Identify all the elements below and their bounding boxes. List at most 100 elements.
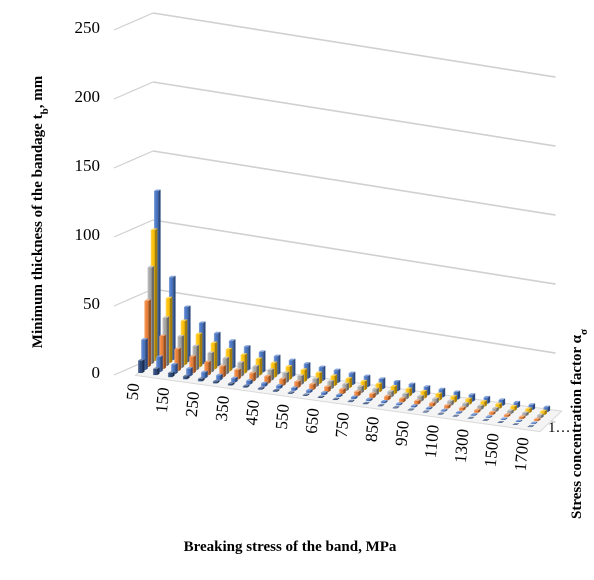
bar-highlight: [519, 417, 523, 419]
bar-side: [413, 383, 415, 394]
bar-highlight: [306, 390, 310, 392]
bar-side: [302, 374, 304, 384]
bar-side: [149, 299, 151, 367]
bar-highlight: [471, 415, 475, 416]
bar: [201, 371, 208, 379]
bar-side: [176, 363, 178, 374]
bar-side: [350, 377, 352, 388]
bar-highlight: [393, 408, 397, 409]
bar-side: [410, 388, 412, 397]
bar-highlight: [348, 401, 352, 402]
bar-highlight: [216, 375, 220, 380]
bar-side: [305, 368, 307, 381]
bar-side: [395, 385, 397, 394]
bar-side: [203, 321, 205, 364]
bar-side: [142, 359, 144, 373]
bar-side: [245, 353, 247, 373]
bar-highlight: [384, 396, 388, 400]
bar-highlight: [366, 399, 370, 401]
bar-highlight: [399, 399, 403, 403]
gridline: [153, 82, 555, 146]
bar: [138, 359, 145, 373]
y-axis-label: Minimum thickness of the bandage tb, mm: [30, 75, 51, 348]
bar-side: [272, 368, 274, 380]
gridline-connector: [114, 82, 153, 99]
x-tick-label: 150: [152, 387, 173, 414]
x-tick-label: 550: [272, 403, 293, 430]
bar-side: [290, 365, 292, 380]
x-tick-label: 1100: [421, 424, 443, 459]
gridline-connector: [114, 220, 153, 237]
bar-highlight: [246, 381, 250, 385]
bars: [138, 190, 550, 428]
bar-side: [335, 374, 337, 386]
x-tick-label: 950: [392, 420, 413, 447]
bar-side: [209, 361, 211, 376]
bar-side: [164, 334, 166, 369]
bar-side: [146, 338, 148, 370]
bar-side: [224, 365, 226, 378]
bar-side: [338, 369, 340, 383]
y-tick-label: 100: [75, 225, 101, 244]
bar-side: [380, 383, 382, 393]
bar: [354, 390, 361, 396]
bar-side: [185, 320, 187, 366]
x-tick-label: 250: [182, 391, 203, 418]
x-tick-label: 1500: [481, 432, 503, 468]
bar: [324, 385, 331, 392]
bar-highlight: [381, 401, 385, 403]
bar-side: [173, 276, 175, 360]
bar-highlight: [291, 388, 295, 391]
bar-side: [233, 339, 235, 368]
bar-highlight: [231, 378, 235, 382]
bar-highlight: [441, 410, 445, 411]
bar-highlight: [336, 395, 340, 397]
bar-side: [161, 355, 163, 372]
x-tick-label: 750: [332, 412, 353, 439]
bar-side: [227, 357, 229, 375]
x-tick-label: 350: [212, 395, 233, 422]
x-tick-label: 1300: [451, 428, 473, 464]
bar-highlight: [456, 412, 460, 413]
bar-highlight: [504, 415, 508, 417]
bar: [369, 393, 376, 399]
bar: [339, 388, 346, 394]
bar-side: [218, 332, 220, 367]
bar-highlight: [489, 412, 493, 414]
bar-highlight: [354, 392, 358, 396]
bar-side: [155, 228, 157, 361]
bar-highlight: [351, 397, 355, 399]
bar-side: [179, 348, 181, 372]
bar-side: [200, 333, 202, 368]
bar-highlight: [243, 386, 247, 388]
bar-highlight: [429, 403, 433, 406]
bar-highlight: [303, 395, 307, 396]
bar-highlight: [183, 376, 187, 379]
x-tick-label: 1700: [511, 436, 533, 472]
y-tick-label: 0: [92, 363, 101, 382]
bar-side: [317, 377, 319, 387]
bar: [309, 383, 316, 390]
x-tick-label: 50: [123, 382, 143, 401]
bar-highlight: [168, 373, 172, 377]
x-axis-label: Breaking stress of the band, MPa: [184, 539, 397, 555]
bar-highlight: [486, 417, 490, 418]
bar: [231, 377, 238, 383]
y-tick-label: 150: [75, 156, 101, 175]
bar-side: [458, 391, 460, 400]
bar-highlight: [321, 393, 325, 395]
bar-side: [368, 375, 370, 388]
bar-side: [158, 190, 160, 358]
x-tick-label: 650: [302, 407, 323, 434]
bar-side: [260, 358, 262, 376]
bar-highlight: [534, 419, 538, 421]
bar-highlight: [516, 421, 520, 422]
bar-highlight: [459, 408, 463, 411]
bar-side: [254, 372, 256, 382]
bar-side: [332, 380, 334, 389]
bar-side: [191, 367, 193, 376]
bar-highlight: [258, 388, 262, 389]
bar-highlight: [318, 397, 322, 398]
x-tick-label: 450: [242, 399, 263, 426]
